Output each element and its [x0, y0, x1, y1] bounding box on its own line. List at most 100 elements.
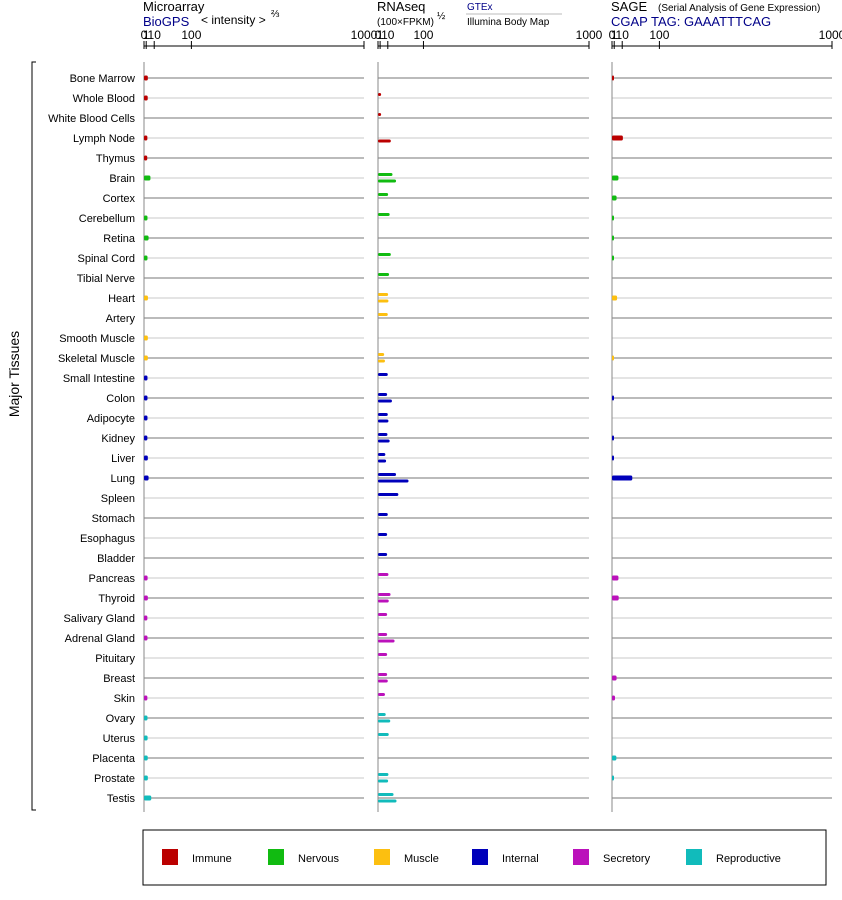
- rnaseq-ibm-bar: [378, 639, 395, 643]
- sage-bar: [612, 455, 614, 461]
- group-bracket: [31, 61, 36, 811]
- tissue-label: Cortex: [103, 193, 136, 205]
- sage-bar: [612, 435, 614, 441]
- rnaseq-gtex-bar: [378, 553, 388, 556]
- rnaseq-gtex-bar: [378, 393, 388, 396]
- rnaseq-ibm-bar: [378, 419, 389, 423]
- rnaseq-gtex-bar: [378, 193, 389, 196]
- rnaseq-gtex-bar: [378, 93, 382, 96]
- tissue-label: Cerebellum: [79, 213, 135, 225]
- rnaseq-gtex-bar: [378, 513, 388, 516]
- rnaseq-gtex-bar: [378, 373, 388, 376]
- sage-bar: [612, 395, 614, 401]
- microarray-tick-label: 100: [181, 28, 201, 42]
- rnaseq-ibm-bar: [378, 299, 389, 303]
- rnaseq-unit: (100×FPKM): [377, 17, 434, 28]
- rnaseq-gtex-bar: [378, 613, 388, 616]
- sage-tick-label: 0: [609, 28, 616, 42]
- tissue-label: Salivary Gland: [63, 613, 135, 625]
- tissue-label: Retina: [103, 233, 136, 245]
- rnaseq-gtex-bar: [378, 293, 389, 296]
- sage-bar: [612, 75, 614, 81]
- rnaseq-gtex-bar: [378, 253, 391, 256]
- tissue-label: Pancreas: [89, 573, 136, 585]
- legend-swatch: [374, 849, 390, 865]
- rnaseq-tick-label: 1000: [576, 28, 603, 42]
- tissue-label: Skin: [114, 693, 135, 705]
- rnaseq-gtex-bar: [378, 733, 389, 736]
- microarray-bar: [144, 155, 148, 161]
- legend-swatch: [686, 849, 702, 865]
- rnaseq-ibm-bar: [378, 799, 397, 803]
- rnaseq-gtex-bar: [378, 433, 388, 436]
- rnaseq-gtex-bar: [378, 313, 388, 316]
- microarray-title: Microarray: [143, 0, 205, 14]
- rnaseq-gtex-bar: [378, 453, 386, 456]
- rnaseq-ibm-bar: [378, 139, 391, 143]
- rnaseq-gtex-bar: [378, 653, 388, 656]
- tissue-label: Spleen: [101, 493, 135, 505]
- microarray-bar: [144, 295, 148, 301]
- microarray-bar: [144, 335, 148, 341]
- microarray-bar: [144, 635, 148, 641]
- rnaseq-gtex-bar: [378, 573, 389, 576]
- sage-tag-link[interactable]: CGAP TAG: GAAATTTCAG: [611, 14, 771, 29]
- microarray-bar: [144, 255, 148, 261]
- rnaseq-tick-label: 0: [375, 28, 382, 42]
- rnaseq-title: RNAseq: [377, 0, 425, 14]
- rnaseq-tick-label: 10: [381, 28, 395, 42]
- tissue-label: Stomach: [92, 513, 135, 525]
- microarray-bar: [144, 235, 149, 241]
- microarray-bar: [144, 775, 148, 781]
- rnaseq-gtex-bar: [378, 273, 390, 276]
- microarray-bar: [144, 475, 149, 481]
- sage-bar: [612, 135, 623, 141]
- tissue-label: Smooth Muscle: [59, 333, 135, 345]
- rnaseq-gtex-bar: [378, 173, 393, 176]
- tissue-label: Whole Blood: [73, 93, 135, 105]
- rnaseq-ibm-bar: [378, 719, 391, 723]
- bar-marks: [144, 75, 633, 803]
- microarray-bar: [144, 75, 148, 81]
- rnaseq-source-gtex-link[interactable]: GTEx: [467, 2, 493, 13]
- microarray-tick-label: 0: [141, 28, 148, 42]
- tissue-label: Lymph Node: [73, 133, 135, 145]
- sage-bar: [612, 595, 619, 601]
- rnaseq-gtex-bar: [378, 593, 391, 596]
- microarray-bar: [144, 395, 148, 401]
- tissue-label: Kidney: [101, 433, 135, 445]
- tissue-label: Liver: [111, 453, 135, 465]
- microarray-bar: [144, 755, 148, 761]
- microarray-bar: [144, 135, 148, 141]
- rnaseq-gtex-bar: [378, 473, 397, 476]
- sage-tick-label: 1: [611, 28, 618, 42]
- tissue-label: Tibial Nerve: [77, 273, 135, 285]
- tissue-label: Spinal Cord: [78, 253, 135, 265]
- microarray-bar: [144, 575, 148, 581]
- rnaseq-ibm-bar: [378, 779, 389, 783]
- legend: Immune Nervous Muscle Internal Secretory Repr…: [162, 849, 781, 865]
- tissue-label: Pituitary: [95, 653, 135, 665]
- rnaseq-gtex-bar: [378, 673, 388, 676]
- panel-axes: 011010010000110100100001101001000: [141, 28, 842, 812]
- microarray-bar: [144, 175, 151, 181]
- rnaseq-ibm-bar: [378, 459, 387, 463]
- sage-bar: [612, 475, 633, 481]
- microarray-bar: [144, 415, 148, 421]
- legend-label: Internal: [502, 853, 539, 865]
- tissue-label: Adrenal Gland: [65, 633, 135, 645]
- microarray-tick-label: 10: [148, 28, 162, 42]
- sage-bar: [612, 175, 619, 181]
- sage-bar: [612, 195, 617, 201]
- rnaseq-gtex-bar: [378, 113, 382, 116]
- rnaseq-gtex-bar: [378, 213, 390, 216]
- rnaseq-unit-exponent: ½: [437, 11, 446, 22]
- microarray-bar: [144, 615, 148, 621]
- rnaseq-gtex-bar: [378, 693, 385, 696]
- sage-bar: [612, 575, 619, 581]
- microarray-unit: < intensity >: [201, 13, 266, 27]
- microarray-source-link[interactable]: BioGPS: [143, 14, 190, 29]
- tissue-label: Adipocyte: [87, 413, 135, 425]
- microarray-bar: [144, 715, 148, 721]
- sage-subtitle: (Serial Analysis of Gene Expression): [658, 3, 820, 14]
